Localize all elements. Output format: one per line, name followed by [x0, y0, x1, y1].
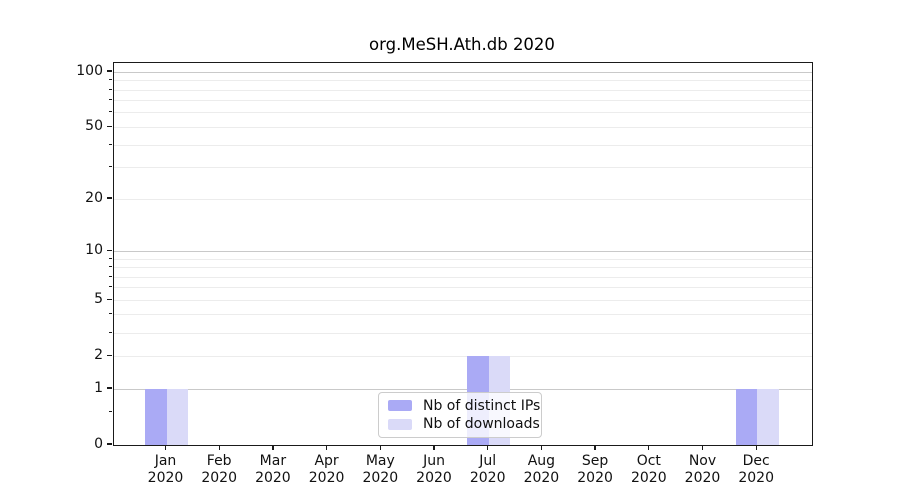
- x-tick-label: Sep 2020: [577, 453, 613, 486]
- y-minor-tick-mark: [109, 410, 112, 412]
- y-minor-tick-mark: [109, 99, 112, 101]
- x-tick-label: Oct 2020: [630, 453, 667, 486]
- y-minor-tick-mark: [109, 266, 112, 267]
- bar-downloads-jan-2020: [166, 389, 188, 445]
- y-minor-tick-mark: [109, 197, 112, 199]
- bar-distinct-ips-jan-2020: [145, 389, 167, 445]
- y-minor-tick-mark: [109, 298, 112, 300]
- x-tick-mark: [648, 445, 650, 451]
- x-tick-label: May 2020: [362, 453, 399, 486]
- gridline-minor: [114, 144, 812, 146]
- legend-label-downloads: Nb of downloads: [423, 416, 540, 433]
- y-tick-mark: [107, 70, 112, 72]
- x-tick-mark: [540, 445, 543, 451]
- x-tick-mark: [164, 445, 167, 451]
- y-tick-label: 20: [85, 190, 103, 207]
- gridline-major: [114, 388, 812, 390]
- y-minor-tick-mark: [109, 313, 112, 315]
- x-tick-mark: [325, 445, 328, 451]
- y-minor-tick-mark: [109, 354, 112, 356]
- x-tick-mark: [701, 445, 704, 451]
- y-minor-tick-mark: [109, 257, 112, 259]
- gridline-minor: [114, 355, 812, 357]
- x-tick-mark: [218, 445, 220, 451]
- y-minor-tick-mark: [109, 111, 112, 113]
- gridline-minor: [114, 112, 812, 114]
- gridline-minor: [114, 314, 812, 316]
- x-tick-label: Nov 2020: [684, 453, 721, 486]
- gridline-minor: [114, 167, 812, 169]
- y-tick-label: 50: [85, 118, 103, 135]
- y-tick-label: 1: [94, 380, 103, 396]
- x-tick-mark: [755, 445, 757, 451]
- legend-swatch-distinct-ips-icon: [388, 400, 412, 412]
- gridline-minor: [114, 198, 812, 200]
- x-tick-label: Jun 2020: [416, 453, 452, 486]
- x-tick-label: Jul 2020: [469, 453, 506, 486]
- y-tick-label: 100: [76, 63, 103, 80]
- gridline-major: [114, 71, 812, 73]
- chart-title: org.MeSH.Ath.db 2020: [369, 35, 555, 54]
- x-tick-label: Jan 2020: [147, 453, 184, 486]
- gridline-minor: [114, 80, 812, 82]
- y-tick-label: 2: [94, 347, 103, 364]
- legend-swatch-downloads-icon: [388, 418, 412, 430]
- y-minor-tick-mark: [109, 166, 112, 168]
- y-tick-label: 0: [94, 436, 103, 452]
- x-tick-mark: [594, 445, 596, 451]
- x-tick-label: Aug 2020: [523, 453, 560, 486]
- legend-row-downloads: Nb of downloads: [388, 416, 540, 432]
- y-minor-tick-mark: [109, 125, 112, 127]
- y-minor-tick-mark: [109, 143, 112, 145]
- y-tick-label: 10: [85, 242, 103, 259]
- x-tick-label: Feb 2020: [201, 453, 237, 486]
- y-tick-mark: [107, 249, 112, 251]
- gridline-major: [114, 250, 812, 252]
- y-minor-tick-mark: [109, 286, 112, 288]
- gridline-minor: [114, 332, 812, 334]
- plot-area: [113, 62, 813, 446]
- x-tick-mark: [433, 445, 435, 451]
- x-tick-label: Apr 2020: [308, 453, 345, 486]
- y-minor-tick-mark: [109, 79, 112, 81]
- legend-label-distinct-ips: Nb of distinct IPs: [423, 397, 541, 414]
- y-tick-label: 5: [94, 291, 103, 308]
- x-tick-mark: [487, 445, 489, 451]
- y-tick-mark: [107, 443, 112, 445]
- x-tick-mark: [379, 445, 381, 451]
- y-minor-tick-mark: [109, 88, 112, 90]
- legend-row-distinct-ips: Nb of distinct IPs: [388, 398, 540, 414]
- gridline-minor: [114, 100, 812, 102]
- gridline-minor: [114, 276, 812, 278]
- x-tick-mark: [272, 445, 274, 451]
- y-minor-tick-mark: [109, 331, 112, 333]
- y-minor-tick-mark: [109, 275, 112, 277]
- gridline-minor: [114, 126, 812, 128]
- bar-distinct-ips-dec-2020: [735, 389, 758, 445]
- legend: Nb of distinct IPs Nb of downloads: [378, 392, 542, 438]
- x-tick-label: Mar 2020: [255, 453, 291, 486]
- gridline-minor: [114, 267, 812, 268]
- gridline-minor: [114, 89, 812, 91]
- x-tick-label: Dec 2020: [738, 453, 774, 486]
- gridline-minor: [114, 299, 812, 301]
- gridline-minor: [114, 287, 812, 289]
- bar-downloads-dec-2020: [757, 389, 779, 445]
- y-tick-mark: [107, 387, 112, 389]
- gridline-minor: [114, 258, 812, 260]
